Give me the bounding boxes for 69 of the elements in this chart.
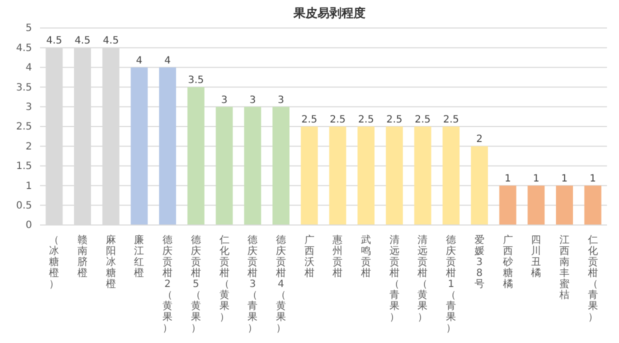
category-label: 德庆贡柑4（黄果） <box>276 235 286 334</box>
data-label: 4.5 <box>74 36 90 47</box>
data-label: 1 <box>504 174 511 185</box>
data-label: 1 <box>561 174 568 185</box>
x-tick-label: 麻阳冰糖橙 <box>106 234 116 290</box>
x-tick-label: 爱媛38号 <box>474 234 484 290</box>
bar <box>470 146 488 225</box>
y-tick-label: 1 <box>26 180 32 192</box>
y-tick-label: 0.5 <box>16 200 32 212</box>
data-label: 1 <box>532 174 540 185</box>
x-tick-label: 清远贡柑（青果） <box>388 234 400 323</box>
x-tick-label: 广西砂糖橘 <box>502 234 513 290</box>
bar <box>528 186 545 225</box>
data-label: 2 <box>476 134 483 146</box>
y-tick-label: 2.5 <box>16 122 32 133</box>
bar <box>414 126 432 225</box>
data-label: 4.5 <box>46 36 62 47</box>
y-tick-label: 0 <box>26 220 32 232</box>
data-label: 2.5 <box>330 114 346 126</box>
data-label: 2.5 <box>443 114 460 126</box>
data-label: 3 <box>221 94 228 106</box>
y-tick-label: 4 <box>26 62 32 74</box>
y-tick-label: 3.5 <box>16 82 32 94</box>
bar <box>187 87 204 225</box>
data-label: 2.5 <box>414 114 431 126</box>
x-tick-label: 仁化贡柑（青果） <box>586 235 598 323</box>
category-label: 德庆贡柑3（青果） <box>248 235 258 334</box>
bar <box>244 106 262 225</box>
data-label: 2.5 <box>386 114 402 126</box>
y-tick-label: 2 <box>26 141 32 152</box>
bar <box>272 106 290 225</box>
y-tick-label: 1.5 <box>16 161 32 172</box>
bar <box>159 67 176 225</box>
x-tick-label: （冰糖橙） <box>49 235 60 290</box>
x-tick-label: 清远贡柑（黄果） <box>416 234 428 323</box>
bar <box>386 126 403 225</box>
x-tick-label: 惠州贡柑 <box>332 234 343 279</box>
x-tick-label: 武鸣贡柑 <box>360 234 372 279</box>
bar <box>300 126 318 225</box>
bar <box>442 126 460 225</box>
x-tick-label: 仁化贡柑（黄果） <box>218 235 230 323</box>
x-tick-label: 广西沃柑 <box>303 234 314 279</box>
data-label: 4 <box>136 55 142 66</box>
bar <box>358 126 375 225</box>
bar <box>130 67 148 225</box>
data-label: 3.5 <box>188 75 204 86</box>
data-label: 2.5 <box>301 114 318 126</box>
category-label: 德庆贡柑5（黄果） <box>190 235 201 334</box>
x-tick-label: 江西南丰蜜桔 <box>558 234 570 301</box>
y-tick-label: 5 <box>26 23 32 34</box>
category-label: 德庆贡柑2（黄果） <box>162 235 173 334</box>
data-label: 3 <box>249 94 256 106</box>
bar <box>584 186 602 225</box>
data-label: 1 <box>590 174 596 185</box>
bar <box>556 186 573 225</box>
bar <box>329 126 346 225</box>
x-tick-label: 赣南脐橙 <box>78 234 88 279</box>
data-label: 2.5 <box>358 114 374 126</box>
data-label: 4.5 <box>102 36 119 47</box>
y-tick-label: 4.5 <box>16 42 32 54</box>
bar <box>499 186 516 225</box>
x-tick-label: 廉江红橙 <box>134 234 144 279</box>
x-tick-label: 四川丑橘 <box>531 235 542 279</box>
y-tick-label: 3 <box>26 102 32 113</box>
chart-title: 果皮易剥程度 <box>292 6 366 20</box>
bar <box>216 106 233 225</box>
data-label: 3 <box>278 94 284 106</box>
data-label: 4 <box>164 55 171 66</box>
category-label: 德庆贡柑1（青果） <box>446 235 456 334</box>
